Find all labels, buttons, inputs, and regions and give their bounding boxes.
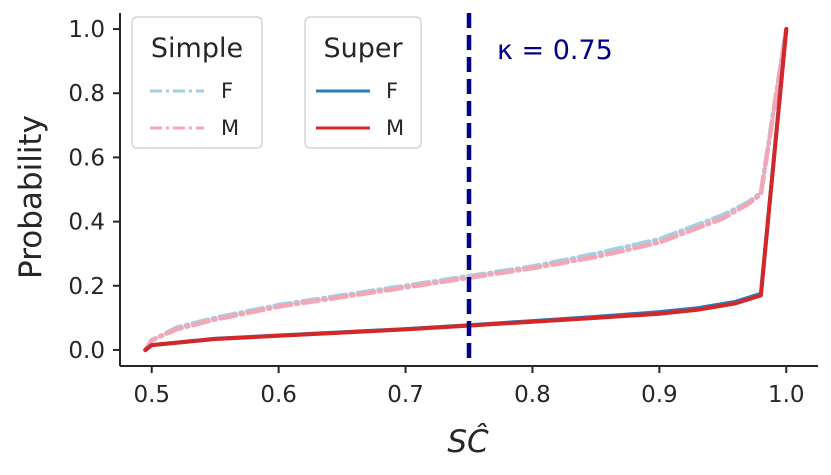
y-tick-label: 0.4 <box>68 210 105 236</box>
legend-super-title: Super <box>323 33 403 64</box>
x-tick-label: 0.7 <box>387 382 424 408</box>
legend-super: Super F M <box>304 16 422 149</box>
y-tick-label: 0.0 <box>68 338 105 364</box>
kappa-annotation: κ = 0.75 <box>497 35 613 66</box>
legend-super-m-label: M <box>386 116 404 140</box>
x-tick-label: 0.8 <box>514 382 551 408</box>
legend-simple-f-label: F <box>221 79 233 103</box>
x-tick-label: 1.0 <box>768 382 805 408</box>
legend-simple: Simple F M <box>131 16 263 149</box>
y-tick-label: 1.0 <box>68 17 105 43</box>
x-ticks: 0.5 0.6 0.7 0.8 0.9 1.0 <box>133 366 805 408</box>
y-ticks: 0.0 0.2 0.4 0.6 0.8 1.0 <box>68 17 120 364</box>
legend-simple-title: Simple <box>151 33 243 64</box>
x-tick-label: 0.6 <box>260 382 297 408</box>
legend-super-frame <box>304 16 422 149</box>
legend-simple-frame <box>131 16 263 149</box>
y-tick-label: 0.8 <box>68 81 105 107</box>
x-tick-label: 0.9 <box>641 382 678 408</box>
legend-super-f-label: F <box>386 79 398 103</box>
series-layer <box>143 26 789 353</box>
x-axis-label: SĈ <box>447 423 489 460</box>
x-tick-label: 0.5 <box>133 382 170 408</box>
series-super-m <box>143 27 789 352</box>
y-axis-label: Probability <box>13 115 49 279</box>
y-tick-label: 0.6 <box>68 145 105 171</box>
y-tick-label: 0.2 <box>68 274 105 300</box>
legend-simple-m-label: M <box>221 116 239 140</box>
